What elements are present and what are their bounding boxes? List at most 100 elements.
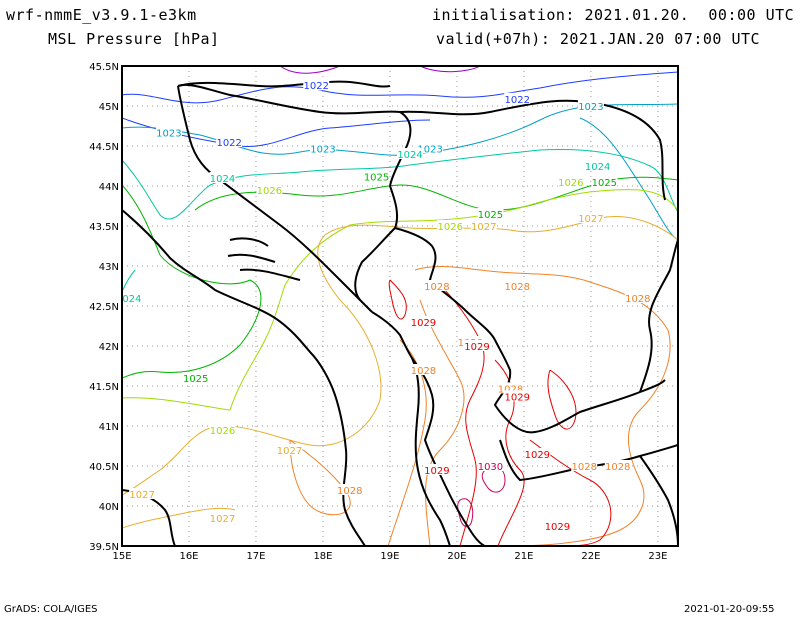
contour-label: 1023: [310, 144, 335, 155]
contour-label: 1030: [478, 462, 503, 473]
contour-label-bg: [504, 92, 531, 104]
contour-label: 1025: [592, 178, 617, 189]
initialisation-time: initialisation: 2021.01.20. 00:00 UTC: [432, 6, 795, 24]
croatian-island-hvar: [227, 253, 276, 263]
bosnia-border: [354, 185, 399, 301]
contour-label-bg: [209, 512, 236, 523]
isobar-1028: [289, 439, 351, 516]
lat-tick-label: 41.5N: [89, 382, 119, 393]
istria-coast: [177, 85, 373, 313]
contour-label-bg: [477, 208, 504, 219]
isobar-1024: [122, 149, 678, 220]
contour-label: 1023: [578, 102, 603, 113]
isobar-1026: [122, 189, 678, 411]
contour-label-bg: [477, 460, 504, 471]
isobar-1021: [279, 66, 341, 74]
lat-tick-label: 42.5N: [89, 302, 119, 313]
hungary-border: [177, 80, 391, 88]
contour-label-bg: [410, 364, 437, 375]
contour-label: 1028: [605, 462, 630, 473]
contour-label: 1025: [183, 374, 208, 385]
lon-tick-label: 17E: [246, 551, 265, 562]
contour-label: 1022: [304, 81, 329, 92]
chalkidiki-coast: [639, 455, 678, 546]
contour-label: 1029: [464, 342, 489, 353]
lat-tick-label: 43.5N: [89, 222, 119, 233]
contour-label: 1028: [411, 366, 436, 377]
contour-label: 1022: [216, 138, 241, 149]
contour-label: 1028: [505, 282, 530, 293]
contour-label-bg: [122, 292, 142, 303]
isobar-1021: [419, 66, 481, 73]
contour-label-bg: [437, 220, 464, 231]
contour-label: 1027: [277, 446, 302, 457]
contour-label: 1026: [257, 186, 282, 197]
contour-label-bg: [397, 148, 424, 159]
contour-label-bg: [336, 484, 363, 495]
contour-label-bg: [571, 460, 598, 471]
isobar-1028: [414, 266, 671, 546]
balkan-coast: [371, 311, 451, 546]
contour-label-bg: [309, 142, 336, 154]
isobar-1029: [439, 284, 485, 546]
contour-label-bg: [470, 220, 497, 231]
contour-label: 1028: [337, 486, 362, 497]
contour-label-bg: [216, 136, 243, 147]
isobar-1027: [122, 507, 236, 529]
contour-label-bg: [129, 488, 156, 499]
contour-label: 1023: [417, 144, 442, 155]
contour-label: 1027: [210, 514, 235, 525]
contour-label-bg: [591, 176, 618, 187]
contour-label-bg: [303, 79, 330, 91]
contour-label-bg: [182, 372, 209, 383]
lat-tick-label: 45.5N: [89, 62, 119, 73]
contour-label-bg: [577, 100, 604, 111]
contour-label: 1027: [471, 222, 496, 233]
bulgaria-border: [639, 239, 678, 393]
lon-tick-label: 23E: [648, 551, 667, 562]
lon-tick-label: 22E: [581, 551, 600, 562]
contour-label-bg: [464, 340, 491, 351]
contour-label-bg: [417, 142, 444, 154]
isobar-1030: [457, 498, 474, 527]
contour-label: 1028: [625, 294, 650, 305]
isobar-1029: [388, 279, 407, 320]
contour-label: 1024: [585, 162, 610, 173]
croatian-island-brac: [229, 237, 269, 247]
lon-tick-label: 18E: [313, 551, 332, 562]
lon-tick-label: 16E: [179, 551, 198, 562]
contour-label: 1029: [545, 522, 570, 533]
contour-label-bg: [524, 448, 551, 459]
lat-tick-label: 44.5N: [89, 142, 119, 153]
isobar-1029: [547, 369, 577, 430]
contour-label-bg: [410, 316, 437, 327]
lat-lon-grid: [122, 66, 678, 546]
axis-tick-labels: 15E 16E 17E 18E 19E 20E 21E 22E 23E 39.5N 40N 40.5N…: [89, 62, 667, 562]
lon-tick-label: 20E: [447, 551, 466, 562]
contour-label-bg: [209, 424, 236, 435]
isobar-1023: [122, 103, 678, 156]
field-title: MSL Pressure [hPa]: [48, 30, 220, 48]
contour-label-bg: [497, 382, 524, 394]
isobar-1028: [419, 299, 465, 546]
contour-label: 1026: [210, 426, 235, 437]
contour-label-bg: [544, 520, 571, 531]
contour-label-bg: [624, 292, 651, 303]
lon-tick-label: 15E: [112, 551, 131, 562]
contour-label-bg: [584, 160, 611, 171]
contour-label: 1025: [478, 210, 503, 221]
contour-label: 1029: [424, 466, 449, 477]
plot-frame: [121, 65, 679, 547]
contour-label-bg: [363, 170, 390, 182]
contour-label: 1029: [411, 318, 436, 329]
lon-tick-label: 21E: [514, 551, 533, 562]
contour-label-bg: [155, 126, 182, 138]
lat-tick-label: 42N: [99, 342, 119, 353]
contour-label-bg: [256, 184, 283, 195]
contour-label-bg: [577, 212, 604, 223]
lat-tick-label: 40N: [99, 502, 119, 513]
isobar-1022: [122, 71, 678, 104]
contour-label: 1028: [571, 462, 596, 473]
